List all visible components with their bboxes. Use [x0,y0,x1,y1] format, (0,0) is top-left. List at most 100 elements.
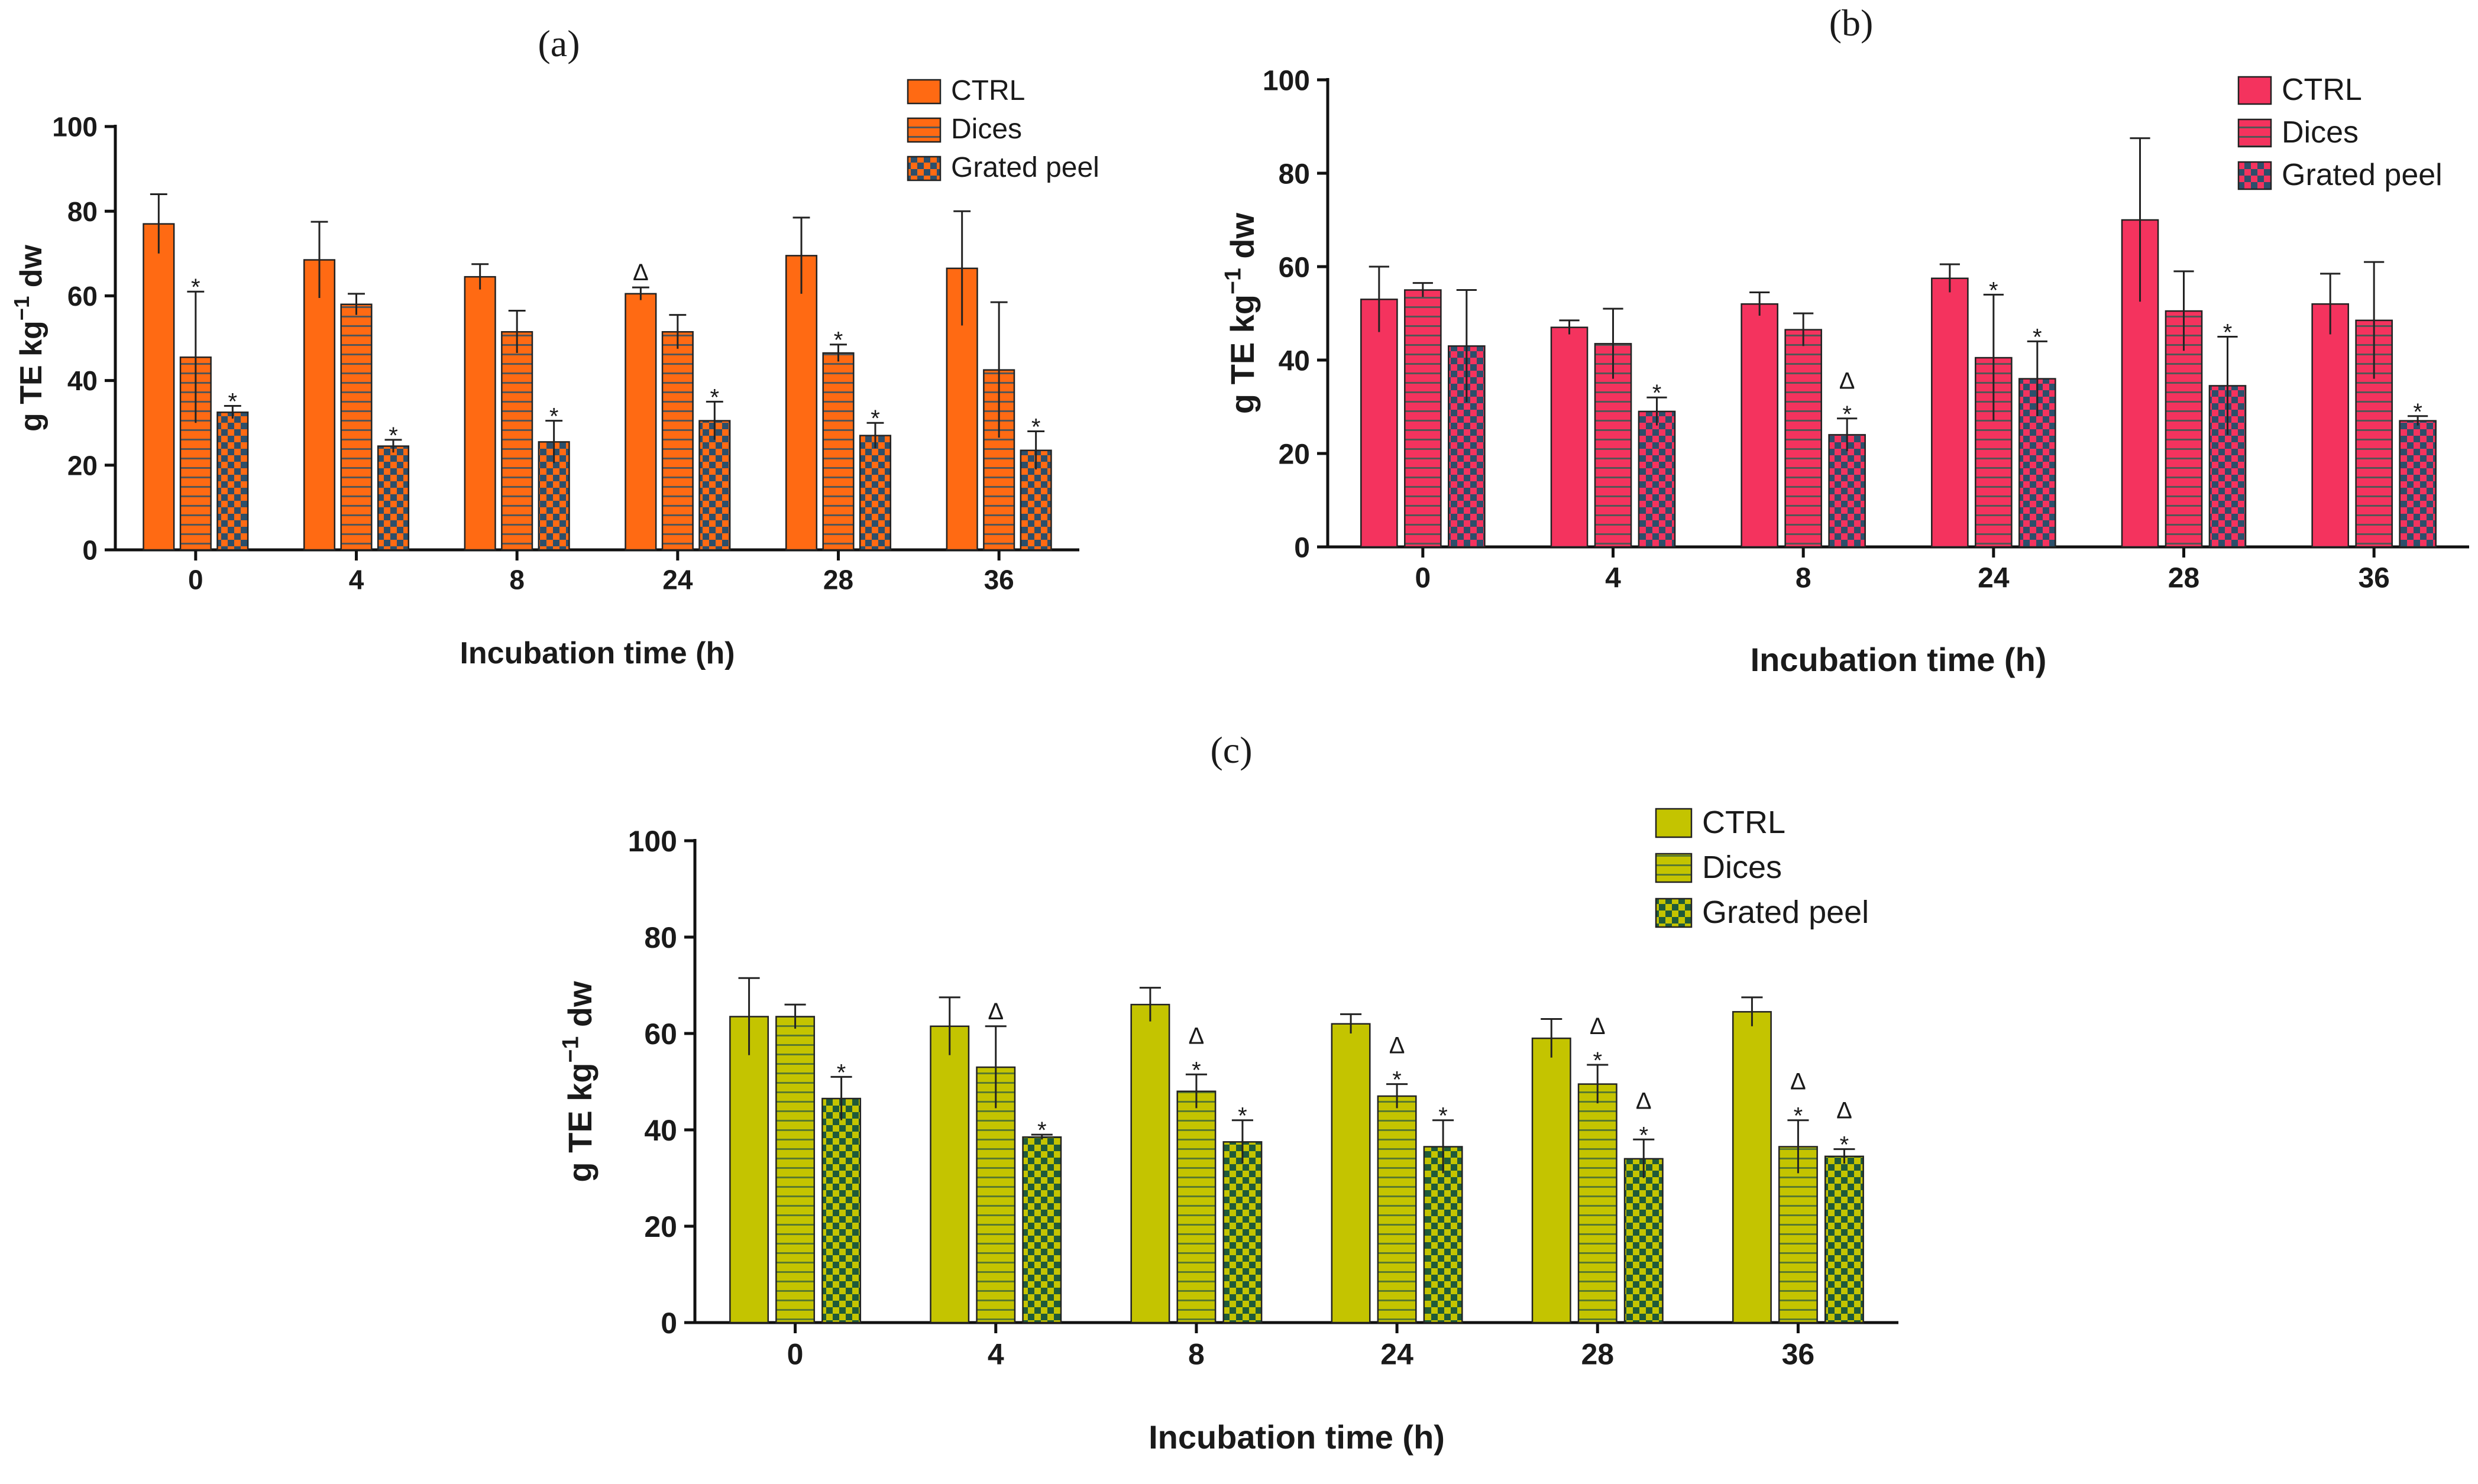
legend-swatch-dices [1655,853,1693,883]
x-tick-label: 36 [1782,1338,1815,1371]
significance-asterisk: * [2033,324,2042,350]
x-tick-label: 36 [2358,562,2389,594]
x-tick-label: 36 [984,564,1014,595]
y-tick-label: 0 [82,535,98,566]
x-tick-label: 24 [662,564,693,595]
x-tick-label: 8 [1188,1338,1205,1371]
y-tick-label: 60 [644,1018,677,1051]
legend-label-ctrl: CTRL [2282,73,2362,107]
legend-label-ctrl: CTRL [951,75,1025,106]
significance-asterisk: * [834,328,843,354]
bar-a-grated-peel-4 [377,445,410,551]
y-tick-label: 60 [1279,252,1310,283]
significance-asterisk: * [2413,399,2422,425]
x-tick-label: 0 [1415,562,1431,594]
y-tick-label: 100 [628,825,677,858]
y-axis-title: g TE kg−1 dw [9,244,48,432]
y-tick-label: 60 [67,281,98,312]
y-tick-label: 100 [1263,65,1310,96]
bar-a-grated-peel-28 [859,435,892,551]
significance-asterisk: * [549,404,559,430]
y-tick-label: 20 [67,450,98,481]
x-tick-label: 0 [787,1338,804,1371]
bar-c-ctrl-28 [1531,1037,1571,1324]
x-tick-label: 28 [2168,562,2199,594]
x-tick-label: 0 [188,564,203,595]
significance-asterisk: * [1842,401,1852,427]
x-tick-label: 8 [509,564,525,595]
bar-b-ctrl-0 [1360,299,1398,548]
legend-swatch-dices [907,117,942,143]
y-tick-label: 40 [67,365,98,396]
legend-swatch-dices [2237,118,2272,148]
chart-panel-c: (c) 0 20 40 60 80 100 0 * 4 Δ * 8 * Δ * 24 * Δ * 28 * Δ * Δ 36 * Δ *… [558,729,1898,1456]
x-tick-label: 28 [823,564,853,595]
legend-swatch-ctrl [907,79,942,105]
x-tick-label: 4 [1605,562,1621,594]
panel-label-c: (c) [1210,729,1252,771]
significance-asterisk: * [1238,1103,1247,1129]
bar-c-dices-8 [1176,1090,1217,1324]
significance-asterisk: * [837,1059,846,1086]
significance-delta: Δ [1636,1088,1652,1114]
y-tick-label: 0 [661,1307,677,1340]
legend-label-dices: Dices [1702,850,1782,885]
bar-c-grated-peel-0 [821,1097,862,1324]
y-axis-title: g TE kg−1 dw [558,981,599,1182]
y-axis-title: g TE kg−1 dw [1221,212,1261,414]
bar-b-grated-peel-8 [1828,434,1866,548]
significance-delta: Δ [633,260,649,286]
significance-asterisk: * [191,274,200,300]
bar-a-ctrl-28 [785,255,818,551]
bar-b-ctrl-8 [1741,303,1778,548]
significance-delta: Δ [1836,1098,1852,1124]
x-tick-label: 28 [1581,1338,1614,1371]
x-tick-label: 24 [1380,1338,1413,1371]
bar-b-grated-peel-36 [2399,420,2437,548]
significance-delta: Δ [1790,1069,1806,1095]
legend-label-grated-peel: Grated peel [951,152,1099,183]
panel-label-a: (a) [538,22,580,64]
bar-a-dices-4 [340,303,373,551]
y-tick-label: 20 [1279,439,1310,470]
y-tick-label: 40 [1279,345,1310,377]
bar-c-dices-28 [1577,1083,1618,1324]
significance-asterisk: * [1037,1117,1047,1143]
y-tick-label: 80 [67,196,98,227]
bar-a-ctrl-4 [303,259,336,551]
y-tick-label: 0 [1294,532,1310,563]
bar-a-dices-28 [822,352,855,551]
significance-asterisk: * [1192,1057,1201,1083]
significance-asterisk: * [1794,1103,1803,1129]
x-axis-title: Incubation time (h) [460,636,735,670]
x-tick-label: 4 [349,564,364,595]
bar-c-dices-4 [976,1066,1016,1324]
bar-a-dices-8 [501,331,533,551]
significance-delta: Δ [988,999,1004,1025]
significance-asterisk: * [228,389,238,415]
legend-swatch-grated-peel [907,155,942,182]
bar-b-ctrl-24 [1931,277,1969,548]
y-tick-label: 100 [52,112,98,142]
y-tick-label: 20 [644,1210,677,1243]
bar-a-grated-peel-24 [698,420,731,551]
legend-swatch-ctrl [1655,808,1693,838]
bar-a-dices-24 [661,331,694,551]
significance-asterisk: * [389,423,398,449]
significance-delta: Δ [1189,1023,1205,1049]
legend-label-grated-peel: Grated peel [1702,895,1869,930]
x-tick-label: 8 [1796,562,1811,594]
significance-asterisk: * [1593,1048,1602,1074]
legend-label-dices: Dices [2282,115,2359,150]
legend-swatch-grated-peel [2237,161,2272,190]
x-axis-title: Incubation time (h) [1751,641,2047,678]
bar-a-ctrl-8 [464,276,496,551]
bar-b-dices-8 [1784,329,1822,548]
bar-c-ctrl-0 [729,1016,769,1324]
bar-c-grated-peel-24 [1423,1146,1463,1324]
legend-swatch-grated-peel [1655,897,1693,928]
significance-asterisk: * [1438,1103,1448,1129]
x-tick-label: 4 [988,1338,1004,1371]
x-axis-title: Incubation time (h) [1149,1418,1445,1456]
